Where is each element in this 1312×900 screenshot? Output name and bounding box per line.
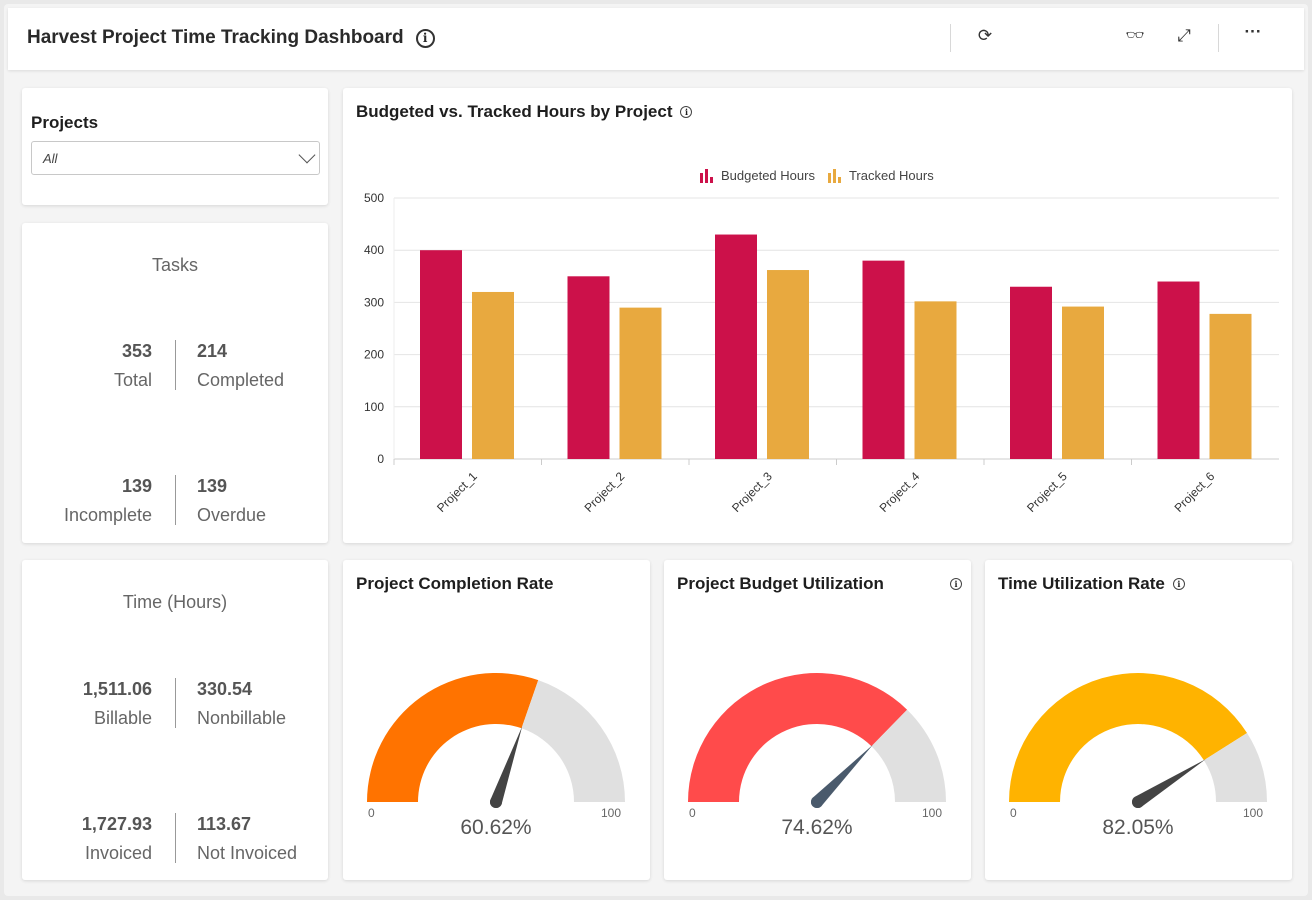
bar-chart: 0 100 200 300 400 500 Project_1 Project_2 Projec… xyxy=(364,191,1279,515)
tasks-incomplete: 139 Incomplete xyxy=(63,476,152,525)
chevron-down-icon xyxy=(298,146,316,164)
gauge xyxy=(1009,673,1267,808)
x-tick-label: Project_4 xyxy=(877,469,923,515)
divider xyxy=(175,340,176,390)
divider xyxy=(950,24,951,52)
gauge-needle xyxy=(811,744,873,808)
bar-chart-icon xyxy=(827,168,841,183)
divider xyxy=(175,813,176,863)
bar-chart-icon xyxy=(700,168,713,183)
glasses-icon[interactable]: 👓︎ xyxy=(1125,27,1145,44)
gauge-card: Project Completion Rate 0 100 60.62% xyxy=(343,560,650,880)
info-icon[interactable]: i xyxy=(1172,578,1185,590)
gauge-title: Project Completion Rate xyxy=(356,574,554,593)
gauge xyxy=(367,673,625,808)
y-tick-label: 200 xyxy=(364,348,384,362)
bar-chart-card: Budgeted vs. Tracked Hours by Project i B… xyxy=(343,88,1292,543)
gauge-card: Project Budget Utilization i 0 100 74.62% xyxy=(664,560,971,880)
bar-tracked-Project_3[interactable] xyxy=(767,270,809,459)
gauge-max-label: 100 xyxy=(1243,806,1264,820)
y-tick-label: 400 xyxy=(364,243,384,257)
gauge-value: 82.05% xyxy=(1102,816,1174,839)
tasks-card: Tasks 353 Total 214 Completed 139 Incomplet… xyxy=(22,223,328,543)
header: Harvest Project Time Tracking Dashboard i… xyxy=(8,8,1304,70)
divider xyxy=(175,678,176,728)
time-not-invoiced: 113.67 Not Invoiced xyxy=(197,814,298,863)
bar-tracked-Project_6[interactable] xyxy=(1209,313,1252,459)
gauge xyxy=(688,673,946,808)
x-tick-label: Project_6 xyxy=(1172,469,1218,515)
y-tick-label: 500 xyxy=(364,191,384,205)
tasks-overdue: 139 Overdue xyxy=(197,476,267,525)
gauge-fill xyxy=(367,673,539,802)
gauge-fill xyxy=(1009,673,1248,802)
time-invoiced: 1,727.93 Invoiced xyxy=(81,814,152,863)
time-card: Time (Hours) 1,511.06 Billable 330.54 Nonb… xyxy=(22,560,328,880)
gauge-remainder xyxy=(871,709,946,802)
y-tick-label: 100 xyxy=(364,400,384,414)
gauge-value: 60.62% xyxy=(460,816,532,839)
time-nonbillable: 330.54 Nonbillable xyxy=(197,679,287,728)
tasks-total: 353 Total xyxy=(113,341,152,390)
tasks-completed: 214 Completed xyxy=(197,341,285,390)
gauge-title: Project Budget Utilization i xyxy=(677,574,962,594)
gauge-card: Time Utilization Rate i 0 100 82.05% xyxy=(985,560,1292,880)
info-icon[interactable]: i xyxy=(415,28,435,48)
gauge-title: Time Utilization Rate i xyxy=(998,574,1185,594)
gauge-remainder xyxy=(1203,733,1267,802)
gauge-min-label: 0 xyxy=(1010,806,1017,820)
bar-budgeted-Project_2[interactable] xyxy=(567,276,610,459)
time-billable: 1,511.06 Billable xyxy=(82,679,152,728)
needle-pivot xyxy=(811,796,823,808)
gauge-needle xyxy=(490,726,523,808)
y-tick-label: 0 xyxy=(377,452,384,466)
gauge-min-label: 0 xyxy=(689,806,696,820)
projects-filter-card: Projects All xyxy=(22,88,328,205)
bar-tracked-Project_2[interactable] xyxy=(619,307,662,459)
legend-budgeted[interactable]: Budgeted Hours xyxy=(699,168,815,183)
projects-select[interactable]: All xyxy=(31,141,320,175)
expand-icon[interactable]: ⤢ xyxy=(1177,26,1191,45)
y-tick-label: 300 xyxy=(364,295,384,309)
gauge-fill xyxy=(688,673,908,802)
info-icon[interactable]: i xyxy=(950,578,962,590)
dashboard-title: Harvest Project Time Tracking Dashboard i xyxy=(27,27,435,49)
chart-legend: Budgeted Hours Tracked Hours xyxy=(699,168,934,183)
gauge-max-label: 100 xyxy=(601,806,622,820)
bar-tracked-Project_5[interactable] xyxy=(1062,306,1104,459)
gauge-remainder xyxy=(521,680,625,802)
bar-tracked-Project_1[interactable] xyxy=(472,291,514,459)
more-icon[interactable]: ··· xyxy=(1244,22,1262,41)
select-value: All xyxy=(43,151,58,166)
needle-pivot xyxy=(490,796,502,808)
needle-pivot xyxy=(1132,796,1144,808)
x-tick-label: Project_1 xyxy=(434,469,480,515)
bar-budgeted-Project_1[interactable] xyxy=(420,250,462,459)
x-tick-label: Project_2 xyxy=(582,469,628,515)
x-tick-label: Project_5 xyxy=(1024,469,1070,515)
gauge-needle xyxy=(1132,759,1206,808)
bar-budgeted-Project_5[interactable] xyxy=(1010,286,1052,459)
x-tick-label: Project_3 xyxy=(729,469,775,515)
bar-budgeted-Project_3[interactable] xyxy=(715,234,757,459)
gauge-max-label: 100 xyxy=(922,806,943,820)
bar-tracked-Project_4[interactable] xyxy=(914,301,957,459)
title-text: Harvest Project Time Tracking Dashboard xyxy=(27,27,404,48)
legend-tracked[interactable]: Tracked Hours xyxy=(827,168,934,183)
chart-title: Budgeted vs. Tracked Hours by Project i xyxy=(356,102,693,122)
filter-label: Projects xyxy=(31,113,99,132)
divider xyxy=(1218,24,1219,52)
gauge-value: 74.62% xyxy=(781,816,853,839)
divider xyxy=(175,475,176,525)
refresh-icon[interactable]: ⟳ xyxy=(977,26,993,45)
time-title: Time (Hours) xyxy=(122,592,228,612)
bar-budgeted-Project_6[interactable] xyxy=(1157,281,1200,459)
bar-budgeted-Project_4[interactable] xyxy=(862,260,905,459)
info-icon[interactable]: i xyxy=(680,106,693,118)
tasks-title: Tasks xyxy=(151,255,198,275)
gauge-min-label: 0 xyxy=(368,806,375,820)
